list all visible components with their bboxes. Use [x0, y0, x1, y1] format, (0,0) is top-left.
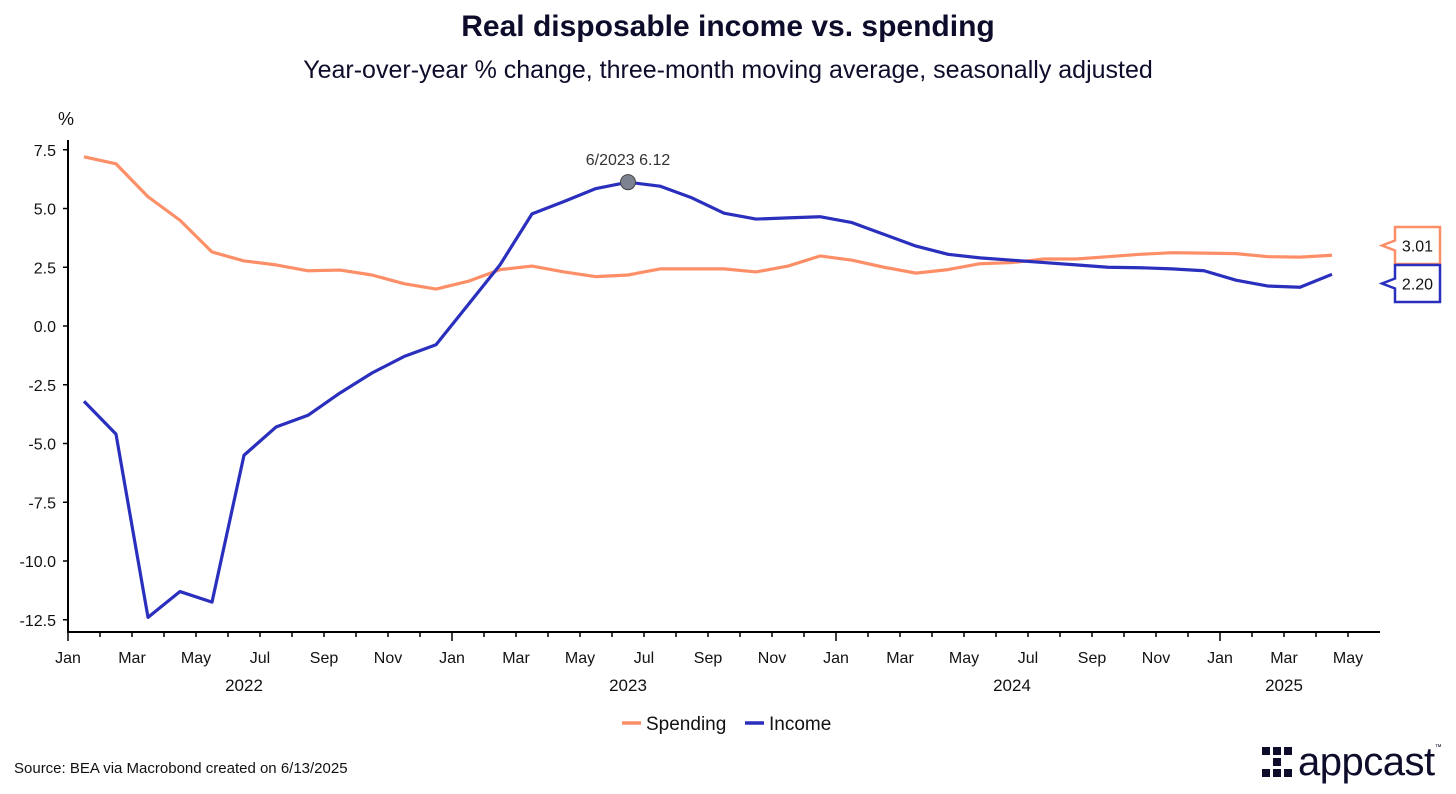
y-tick-label: 0.0: [34, 319, 56, 336]
x-tick-label: Sep: [694, 650, 723, 667]
year-label: 2022: [225, 676, 263, 695]
x-tick-label: Jan: [1207, 650, 1233, 667]
x-tick-label: Mar: [1270, 650, 1298, 667]
x-tick-label: May: [181, 650, 211, 667]
x-tick-label: Mar: [502, 650, 530, 667]
x-tick-label: Nov: [1142, 650, 1170, 667]
x-tick-label: Jan: [55, 650, 81, 667]
chart-title: Real disposable income vs. spending: [461, 10, 995, 43]
y-tick-label: 7.5: [34, 143, 56, 160]
legend-label-income: Income: [769, 714, 831, 735]
x-tick-label: Mar: [886, 650, 914, 667]
end-value-label: 2.20: [1402, 277, 1433, 294]
end-value-label: 3.01: [1402, 239, 1433, 256]
source-note: Source: BEA via Macrobond created on 6/1…: [14, 760, 348, 777]
logo-mark-icon: [1262, 747, 1292, 777]
y-tick-label: 5.0: [34, 202, 56, 219]
x-tick-label: May: [1333, 650, 1363, 667]
end-value-callout: [1378, 263, 1442, 304]
logo-text: appcast: [1298, 740, 1435, 784]
x-tick-label: Nov: [758, 650, 786, 667]
end-value-callout: [1378, 225, 1442, 266]
x-tick-label: Jul: [1018, 650, 1038, 667]
y-tick-label: -12.5: [20, 613, 57, 630]
y-tick-label: -10.0: [20, 554, 57, 571]
y-axis-label: %: [58, 109, 74, 129]
trademark: ™: [1434, 744, 1442, 751]
appcast-logo: appcast ™: [1262, 742, 1442, 782]
y-tick-label: 2.5: [34, 260, 56, 277]
year-label: 2024: [993, 676, 1031, 695]
x-tick-label: Nov: [374, 650, 402, 667]
x-tick-label: Sep: [310, 650, 339, 667]
x-tick-label: Jul: [634, 650, 654, 667]
peak-annotation: 6/2023 6.12: [586, 152, 671, 169]
series-line-spending: [83, 155, 1333, 291]
x-tick-label: Jan: [439, 650, 465, 667]
y-tick-label: -7.5: [28, 495, 56, 512]
year-label: 2025: [1265, 676, 1303, 695]
x-tick-label: Mar: [118, 650, 146, 667]
peak-marker: [620, 174, 636, 191]
x-tick-label: Jul: [250, 650, 270, 667]
x-tick-label: May: [565, 650, 595, 667]
x-tick-label: Sep: [1078, 650, 1107, 667]
y-tick-label: -2.5: [28, 378, 56, 395]
y-tick-label: -5.0: [28, 437, 56, 454]
x-tick-label: May: [949, 650, 979, 667]
chart-subtitle: Year-over-year % change, three-month mov…: [303, 56, 1153, 84]
legend-label-spending: Spending: [646, 714, 726, 735]
year-label: 2023: [609, 676, 647, 695]
x-tick-label: Jan: [823, 650, 849, 667]
series-line-income: [82, 180, 1333, 619]
